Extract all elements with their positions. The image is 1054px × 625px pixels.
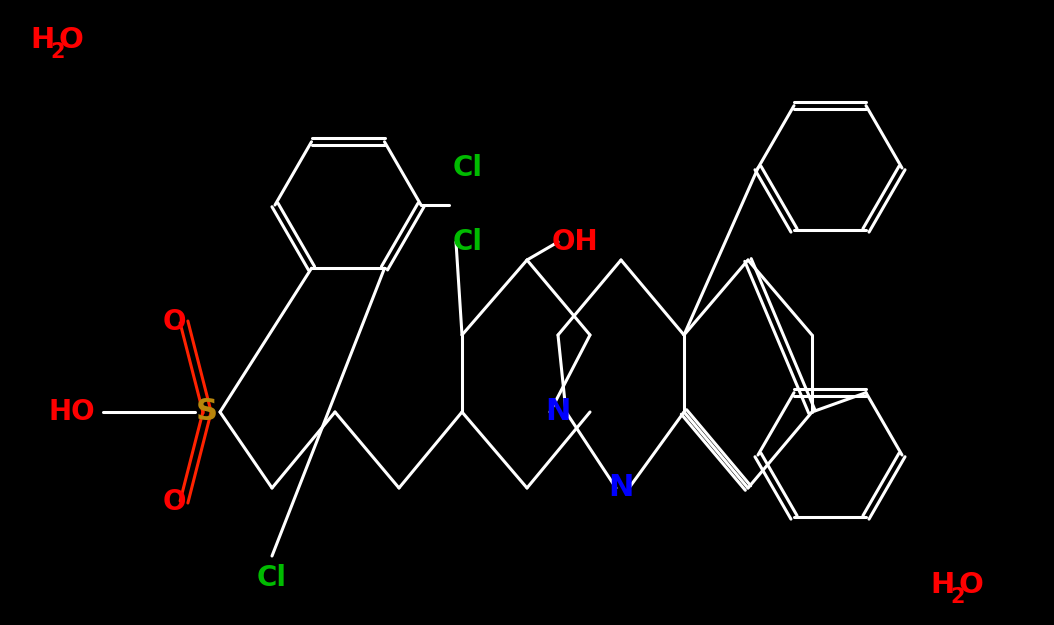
Text: O: O xyxy=(162,308,186,336)
Text: H: H xyxy=(930,571,954,599)
Text: N: N xyxy=(545,398,570,426)
Text: Cl: Cl xyxy=(453,154,483,182)
Text: OH: OH xyxy=(551,228,599,256)
Text: Cl: Cl xyxy=(453,228,483,256)
Text: S: S xyxy=(196,398,218,426)
Text: 2: 2 xyxy=(50,42,64,62)
Text: O: O xyxy=(958,571,983,599)
Text: 2: 2 xyxy=(950,587,964,607)
Text: O: O xyxy=(162,488,186,516)
Text: O: O xyxy=(58,26,83,54)
Text: HO: HO xyxy=(48,398,95,426)
Text: N: N xyxy=(608,474,633,502)
Text: Cl: Cl xyxy=(257,564,287,592)
Text: H: H xyxy=(30,26,54,54)
